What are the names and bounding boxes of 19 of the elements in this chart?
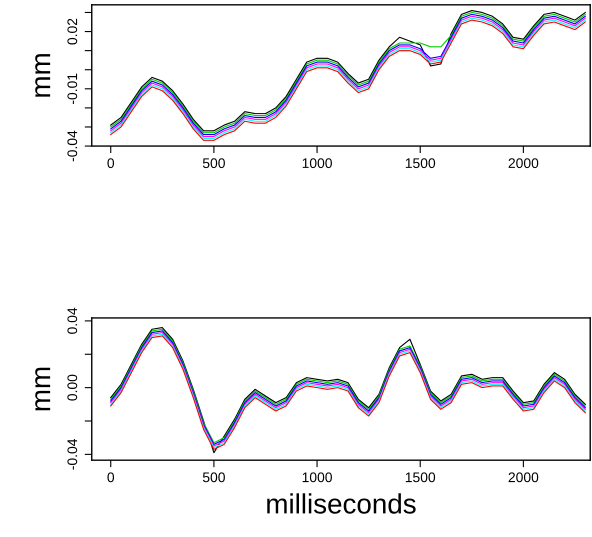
y-tick-label: -0.04 bbox=[67, 130, 78, 162]
x-tick-label: 500 bbox=[202, 472, 225, 482]
x-tick-label: 0 bbox=[107, 472, 114, 482]
y-tick-label: 0.04 bbox=[67, 308, 78, 334]
x-tick-label: 2000 bbox=[508, 158, 538, 168]
x-tick-label: 500 bbox=[202, 158, 225, 168]
y-tick-label: -0.01 bbox=[67, 74, 78, 104]
x-axis-title: milliseconds bbox=[267, 493, 416, 514]
y-tick-label: 0.00 bbox=[67, 374, 78, 401]
y-axis-title: mm bbox=[35, 54, 50, 97]
x-tick-label: 2000 bbox=[508, 472, 538, 482]
x-tick-label: 1500 bbox=[406, 472, 436, 482]
x-tick-label: 1000 bbox=[302, 158, 332, 168]
y-axis-title: mm bbox=[35, 368, 50, 410]
x-tick-label: 0 bbox=[107, 158, 114, 168]
y-tick-label: 0.02 bbox=[67, 18, 78, 45]
x-tick-label: 1000 bbox=[302, 472, 332, 482]
x-tick-label: 1500 bbox=[406, 158, 436, 168]
y-tick-label: -0.04 bbox=[67, 438, 78, 470]
